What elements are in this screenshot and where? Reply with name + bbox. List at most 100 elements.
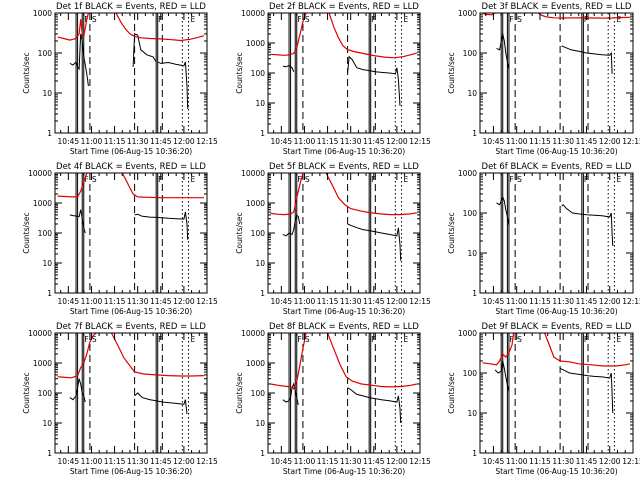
marker-label: E: [404, 15, 409, 24]
series-events: [496, 195, 614, 247]
series-line-events: [559, 367, 614, 414]
series-line-lld: [538, 13, 630, 19]
marker-label: F: [509, 175, 513, 184]
series-line-events: [134, 392, 188, 415]
x-tick-label: 12:00: [386, 457, 408, 466]
panel-title: Det 4f BLACK = Events, RED = LLD: [56, 162, 206, 172]
y-axis-title: Counts/sec: [22, 372, 31, 413]
x-tick-label: 11:30: [127, 137, 149, 146]
series-line-lld: [121, 173, 204, 199]
y-axis-title: Counts/sec: [447, 52, 456, 93]
x-tick-label: 11:30: [127, 457, 149, 466]
x-tick-label: 11:15: [317, 137, 339, 146]
series-events: [282, 213, 402, 261]
series-events: [69, 33, 189, 109]
y-tick-label: 100: [251, 69, 266, 78]
x-tick-label: 11:00: [506, 297, 528, 306]
x-tick-label: 11:45: [150, 137, 172, 146]
marker-lines: FSFE: [500, 13, 621, 133]
series-events: [282, 55, 401, 106]
y-tick-label: 100: [38, 49, 53, 58]
marker-label: S: [305, 335, 310, 344]
marker-label: E: [404, 335, 409, 344]
panel-title: Det 7f BLACK = Events, RED = LLD: [56, 322, 206, 332]
y-tick-label: 100: [38, 229, 53, 238]
x-tick-label: 10:45: [271, 297, 293, 306]
x-tick-label: 12:15: [622, 457, 640, 466]
y-tick-label: 10000: [241, 329, 265, 338]
x-tick-label: 12:00: [599, 137, 621, 146]
y-tick-label: 1000: [246, 199, 265, 208]
x-tick-label: 11:45: [150, 457, 172, 466]
panel-8: Det 8f BLACK = Events, RED = LLDFSFE1101…: [235, 322, 431, 476]
y-tick-label: 1000: [458, 329, 477, 338]
x-tick-label: 11:45: [363, 457, 385, 466]
y-tick-label: 100: [251, 389, 266, 398]
series-line-lld: [482, 333, 515, 366]
x-tick-label: 11:00: [294, 457, 316, 466]
x-tick-label: 12:15: [622, 297, 640, 306]
series-lld: [57, 333, 204, 379]
series-line-events: [347, 387, 402, 424]
series-lld: [270, 173, 417, 216]
series-line-lld: [544, 333, 631, 367]
x-tick-label: 11:30: [552, 297, 574, 306]
x-tick-label: 11:00: [506, 137, 528, 146]
x-tick-label: 11:15: [317, 297, 339, 306]
panel-5: Det 5f BLACK = Events, RED = LLDFSFE1101…: [235, 162, 431, 316]
series-line-events: [282, 213, 301, 237]
x-tick-label: 11:15: [317, 457, 339, 466]
series-lld: [270, 13, 418, 59]
series-line-lld: [115, 13, 205, 42]
panel-title: Det 3f BLACK = Events, RED = LLD: [482, 2, 632, 12]
series-lld: [57, 173, 204, 199]
marker-label: E: [191, 15, 196, 24]
series-line-events: [132, 33, 157, 67]
x-axis-title: Start Time (06-Aug-15 10:36:20): [283, 307, 405, 316]
plot-frame: [479, 332, 634, 454]
y-tick-label: 1: [472, 289, 477, 298]
y-tick-label: 100: [463, 209, 478, 218]
x-tick-label: 11:00: [81, 137, 103, 146]
y-tick-label: 10: [255, 259, 265, 268]
marker-label: E: [191, 175, 196, 184]
marker-lines: FSFE: [75, 333, 196, 453]
x-tick-label: 11:45: [576, 457, 598, 466]
y-tick-label: 10000: [28, 169, 52, 178]
panel-2: Det 2f BLACK = Events, RED = LLDFSFE1101…: [235, 2, 431, 156]
y-tick-label: 1000: [246, 359, 265, 368]
marker-label: S: [305, 175, 310, 184]
series-line-lld: [270, 173, 304, 216]
y-tick-label: 10: [467, 89, 477, 98]
y-tick-label: 10: [42, 419, 52, 428]
panel-title: Det 2f BLACK = Events, RED = LLD: [269, 2, 419, 12]
marker-lines: FSFE: [288, 333, 409, 453]
y-tick-label: 1: [260, 449, 265, 458]
marker-label: S: [517, 15, 522, 24]
series-line-lld: [57, 173, 88, 198]
y-tick-label: 1: [260, 129, 265, 138]
series-line-lld: [110, 333, 204, 377]
series-line-events: [69, 33, 89, 87]
y-tick-label: 10: [255, 99, 265, 108]
panel-title: Det 8f BLACK = Events, RED = LLD: [269, 322, 419, 332]
x-tick-label: 12:15: [409, 457, 431, 466]
x-tick-label: 10:45: [483, 457, 505, 466]
y-tick-label: 1: [47, 449, 52, 458]
x-tick-label: 11:30: [340, 137, 362, 146]
series-line-events: [69, 378, 86, 403]
y-axis-title: Counts/sec: [447, 372, 456, 413]
y-tick-label: 1000: [458, 9, 477, 18]
marker-lines: FSFE: [75, 13, 196, 133]
x-tick-label: 11:15: [529, 457, 551, 466]
x-tick-label: 11:15: [104, 297, 126, 306]
series-events: [69, 209, 189, 240]
marker-label: S: [305, 15, 310, 24]
marker-label: S: [517, 335, 522, 344]
series-line-lld: [270, 333, 307, 390]
marker-label: F: [297, 335, 301, 344]
marker-label: S: [92, 335, 97, 344]
x-axis-title: Start Time (06-Aug-15 10:36:20): [495, 467, 617, 476]
y-tick-label: 1000: [246, 39, 265, 48]
y-tick-label: 1: [47, 289, 52, 298]
